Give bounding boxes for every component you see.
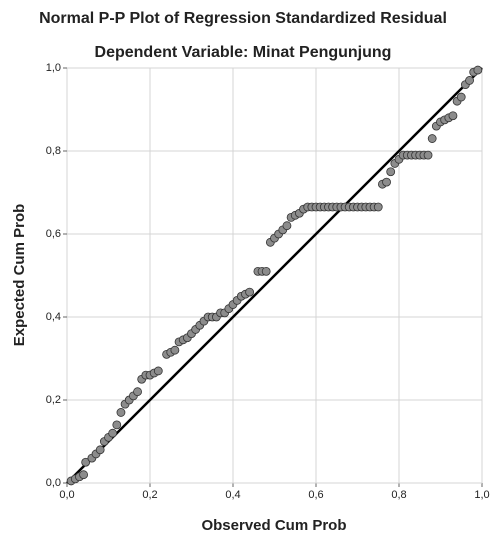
point xyxy=(96,446,104,454)
chart: Normal P-P Plot of Regression Standardiz… xyxy=(0,0,490,535)
point xyxy=(283,222,291,230)
y-tick-label: 1,0 xyxy=(46,62,61,74)
y-tick-label: 0,8 xyxy=(46,145,61,157)
x-tick-label: 0,2 xyxy=(142,489,157,501)
point xyxy=(387,168,395,176)
background xyxy=(0,0,490,535)
y-tick-label: 0,2 xyxy=(46,394,61,406)
point xyxy=(449,112,457,120)
point xyxy=(134,388,142,396)
point xyxy=(466,76,474,84)
point xyxy=(428,135,436,143)
point xyxy=(117,408,125,416)
point xyxy=(474,66,482,74)
chart-subtitle: Dependent Variable: Minat Pengunjung xyxy=(95,44,392,61)
point xyxy=(80,471,88,479)
point xyxy=(383,178,391,186)
x-tick-label: 0,0 xyxy=(59,489,74,501)
x-tick-label: 0,8 xyxy=(391,489,406,501)
point xyxy=(171,346,179,354)
y-tick-label: 0,6 xyxy=(46,228,61,240)
point xyxy=(374,203,382,211)
x-tick-label: 1,0 xyxy=(474,489,489,501)
chart-title: Normal P-P Plot of Regression Standardiz… xyxy=(39,10,447,27)
y-axis-title: Expected Cum Prob xyxy=(11,204,28,347)
point xyxy=(113,421,121,429)
y-tick-label: 0,4 xyxy=(46,311,61,323)
x-tick-label: 0,4 xyxy=(225,489,240,501)
y-tick-label: 0,0 xyxy=(46,477,61,489)
point xyxy=(262,267,270,275)
point xyxy=(109,429,117,437)
x-axis-title: Observed Cum Prob xyxy=(201,517,346,534)
point xyxy=(457,93,465,101)
x-tick-label: 0,6 xyxy=(308,489,323,501)
point xyxy=(246,288,254,296)
point xyxy=(154,367,162,375)
point xyxy=(424,151,432,159)
